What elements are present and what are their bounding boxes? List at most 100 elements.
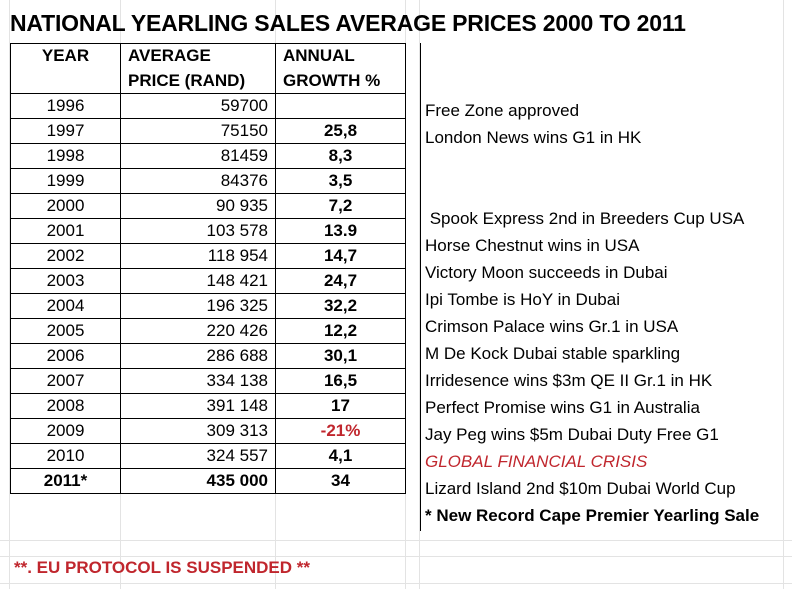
year-cell[interactable]: 2003 (10, 268, 121, 294)
price-cell[interactable]: 220 426 (120, 318, 276, 344)
price-cell[interactable]: 75150 (120, 118, 276, 144)
table-row: 2003 148 421 24,7 (10, 268, 406, 294)
price-cell[interactable]: 84376 (120, 168, 276, 194)
table-row: 1998 81459 8,3 (10, 143, 406, 169)
price-cell[interactable]: 90 935 (120, 193, 276, 219)
year-cell[interactable]: 1996 (10, 93, 121, 119)
note-cell[interactable]: * New Record Cape Premier Yearling Sale (425, 506, 760, 525)
note-cell[interactable]: Horse Chestnut wins in USA (425, 236, 640, 255)
grid-col-line (405, 0, 406, 589)
note-cell[interactable]: Free Zone approved (425, 101, 580, 120)
note-cell[interactable] (420, 151, 790, 178)
growth-cell[interactable]: 34 (275, 468, 406, 494)
header-price-rand[interactable]: PRICE (RAND) (120, 68, 276, 94)
growth-cell[interactable]: 32,2 (275, 293, 406, 319)
table-row: 2002 118 954 14,7 (10, 243, 406, 269)
price-cell[interactable]: 59700 (120, 93, 276, 119)
table-row: 2000 90 935 7,2 (10, 193, 406, 219)
growth-cell[interactable] (275, 93, 406, 119)
sheet-title: NATIONAL YEARLING SALES AVERAGE PRICES 2… (10, 10, 686, 36)
growth-cell[interactable]: -21% (275, 418, 406, 444)
grid-row-line (0, 540, 792, 541)
note-cell[interactable]: Perfect Promise wins G1 in Australia (425, 398, 700, 417)
price-cell[interactable]: 148 421 (120, 268, 276, 294)
table-row: 2004 196 325 32,2 (10, 293, 406, 319)
header-year-cont[interactable] (10, 68, 121, 94)
year-cell[interactable]: 1999 (10, 168, 121, 194)
year-cell[interactable]: 2010 (10, 443, 121, 469)
note-cell[interactable]: Ipi Tombe is HoY in Dubai (425, 290, 620, 309)
price-cell[interactable]: 81459 (120, 143, 276, 169)
growth-cell[interactable]: 24,7 (275, 268, 406, 294)
year-cell[interactable]: 2000 (10, 193, 121, 219)
table-row: 2005 220 426 12,2 (10, 318, 406, 344)
year-cell[interactable]: 2004 (10, 293, 121, 319)
footer-note: **. EU PROTOCOL IS SUSPENDED ** (14, 558, 310, 577)
price-cell[interactable]: 391 148 (120, 393, 276, 419)
table-row: 2006 286 688 30,1 (10, 343, 406, 369)
year-cell[interactable]: 2007 (10, 368, 121, 394)
year-cell[interactable]: 1997 (10, 118, 121, 144)
growth-cell[interactable]: 30,1 (275, 343, 406, 369)
price-cell[interactable]: 324 557 (120, 443, 276, 469)
grid-col-line (419, 0, 420, 589)
price-cell[interactable]: 196 325 (120, 293, 276, 319)
header-row-2: PRICE (RAND) GROWTH % (10, 68, 406, 94)
note-cell[interactable]: Irridesence wins $3m QE II Gr.1 in HK (425, 371, 713, 390)
year-cell[interactable]: 2011* (10, 468, 121, 494)
notes-column: Free Zone approved London News wins G1 in… (420, 97, 790, 529)
grid-col-line (9, 0, 10, 589)
note-cell[interactable]: GLOBAL FINANCIAL CRISIS (425, 452, 648, 471)
note-cell[interactable]: Crimson Palace wins Gr.1 in USA (425, 317, 679, 336)
growth-cell[interactable]: 14,7 (275, 243, 406, 269)
year-cell[interactable]: 2001 (10, 218, 121, 244)
growth-cell[interactable]: 17 (275, 393, 406, 419)
table-row: 1996 59700 (10, 93, 406, 119)
sales-table: YEAR AVERAGE ANNUAL PRICE (RAND) GROWTH … (10, 43, 406, 494)
note-cell[interactable]: Lizard Island 2nd $10m Dubai World Cup (425, 479, 736, 498)
header-annual[interactable]: ANNUAL (275, 43, 406, 69)
note-cell[interactable]: M De Kock Dubai stable sparkling (425, 344, 681, 363)
table-row: 2010 324 557 4,1 (10, 443, 406, 469)
grid-row-line (0, 583, 792, 584)
year-cell[interactable]: 1998 (10, 143, 121, 169)
table-row: 1999 84376 3,5 (10, 168, 406, 194)
header-average[interactable]: AVERAGE (120, 43, 276, 69)
price-cell[interactable]: 286 688 (120, 343, 276, 369)
price-cell[interactable]: 334 138 (120, 368, 276, 394)
growth-cell[interactable]: 25,8 (275, 118, 406, 144)
year-cell[interactable]: 2008 (10, 393, 121, 419)
growth-cell[interactable]: 12,2 (275, 318, 406, 344)
year-cell[interactable]: 2009 (10, 418, 121, 444)
note-cell[interactable] (420, 178, 790, 205)
table-row: 2001 103 578 13.9 (10, 218, 406, 244)
year-cell[interactable]: 2002 (10, 243, 121, 269)
header-row: YEAR AVERAGE ANNUAL (10, 43, 406, 69)
growth-cell[interactable]: 8,3 (275, 143, 406, 169)
table-row: 2009 309 313 -21% (10, 418, 406, 444)
price-cell[interactable]: 309 313 (120, 418, 276, 444)
price-cell[interactable]: 435 000 (120, 468, 276, 494)
table-row: 2011* 435 000 34 (10, 468, 406, 494)
table-row: 2008 391 148 17 (10, 393, 406, 419)
grid-col-line (783, 0, 784, 589)
growth-cell[interactable]: 13.9 (275, 218, 406, 244)
note-cell[interactable]: Jay Peg wins $5m Dubai Duty Free G1 (425, 425, 719, 444)
growth-cell[interactable]: 3,5 (275, 168, 406, 194)
growth-cell[interactable]: 4,1 (275, 443, 406, 469)
year-cell[interactable]: 2005 (10, 318, 121, 344)
price-cell[interactable]: 118 954 (120, 243, 276, 269)
header-growth[interactable]: GROWTH % (275, 68, 406, 94)
growth-cell[interactable]: 7,2 (275, 193, 406, 219)
grid-row-line (0, 556, 792, 557)
note-cell[interactable]: Spook Express 2nd in Breeders Cup USA (425, 209, 745, 228)
year-cell[interactable]: 2006 (10, 343, 121, 369)
growth-cell[interactable]: 16,5 (275, 368, 406, 394)
note-cell[interactable]: Victory Moon succeeds in Dubai (425, 263, 668, 282)
notes-column-border (420, 43, 421, 531)
price-cell[interactable]: 103 578 (120, 218, 276, 244)
header-year[interactable]: YEAR (10, 43, 121, 69)
table-row: 1997 75150 25,8 (10, 118, 406, 144)
note-cell[interactable]: London News wins G1 in HK (425, 128, 642, 147)
table-row: 2007 334 138 16,5 (10, 368, 406, 394)
